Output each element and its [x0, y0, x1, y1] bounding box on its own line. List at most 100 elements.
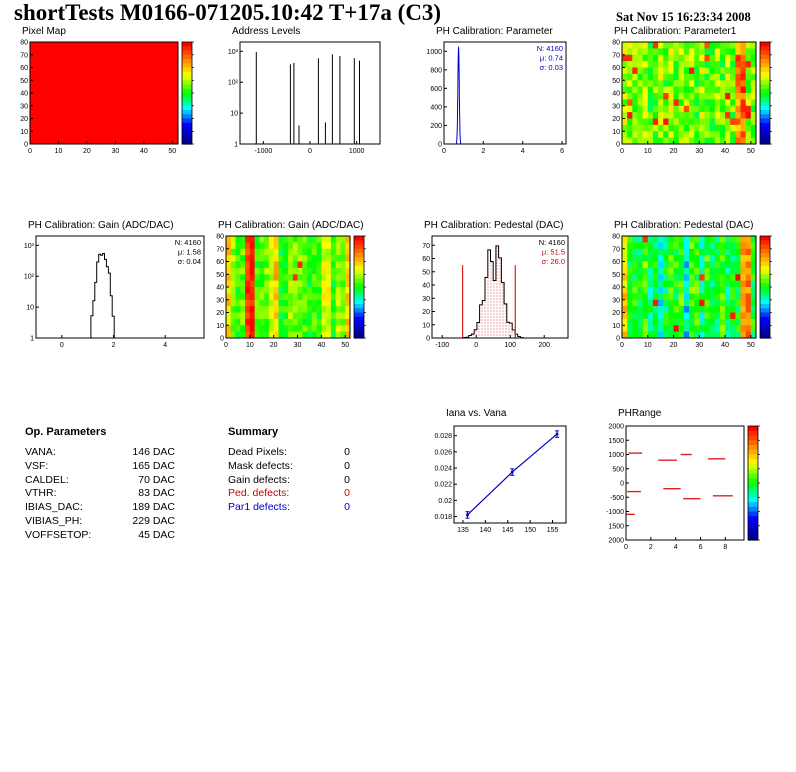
ph-pedestal-map-chart: 0 10 20 30 40 50 0 10 20 30 40 50 60 70 80 — [612, 234, 772, 349]
svg-text:10³: 10³ — [24, 243, 35, 250]
summary-row: Par1 defects: 0 — [228, 501, 350, 515]
panel-ph-gain-hist: PH Calibration: Gain (ADC/DAC) 0 2 4 1 10 10²… — [14, 220, 214, 358]
op-parameter-row: VANA: 146 DAC — [25, 446, 175, 460]
svg-text:400: 400 — [430, 104, 442, 111]
svg-text:30: 30 — [612, 103, 620, 110]
svg-text:1000: 1000 — [349, 148, 365, 155]
param-value: 229 DAC — [132, 514, 175, 527]
svg-text:200: 200 — [430, 123, 442, 130]
svg-text:0: 0 — [426, 336, 430, 343]
svg-text:σ: 0.03: σ: 0.03 — [540, 63, 563, 72]
svg-text:155: 155 — [547, 527, 559, 534]
svg-text:1500: 1500 — [608, 438, 624, 445]
svg-text:70: 70 — [216, 246, 224, 253]
svg-text:0: 0 — [220, 336, 224, 343]
param-label: VSF: — [25, 459, 49, 472]
svg-text:40: 40 — [612, 91, 620, 98]
svg-text:1000: 1000 — [426, 49, 442, 56]
op-parameter-row: IBIAS_DAC: 189 DAC — [25, 501, 175, 515]
svg-text:40: 40 — [612, 285, 620, 292]
svg-text:-500: -500 — [610, 495, 624, 502]
svg-text:0: 0 — [624, 544, 628, 551]
svg-text:40: 40 — [216, 285, 224, 292]
svg-text:50: 50 — [216, 272, 224, 279]
svg-text:μ: 1.58: μ: 1.58 — [178, 248, 201, 257]
svg-text:2: 2 — [112, 342, 116, 349]
svg-text:40: 40 — [317, 342, 325, 349]
svg-text:30: 30 — [216, 297, 224, 304]
svg-text:-1000: -1000 — [254, 148, 272, 155]
svg-text:50: 50 — [612, 272, 620, 279]
param-value: 189 DAC — [132, 501, 175, 514]
chart-title: Address Levels — [232, 26, 301, 37]
svg-text:20: 20 — [670, 342, 678, 349]
summary-label: Gain defects: — [228, 473, 290, 486]
svg-text:1: 1 — [30, 336, 34, 343]
svg-text:20: 20 — [670, 148, 678, 155]
panel-ph-parameter1-map: PH Calibration: Parameter1 0 10 20 30 40 50 0 1… — [610, 26, 794, 164]
svg-text:150: 150 — [524, 527, 536, 534]
svg-text:-100: -100 — [435, 342, 449, 349]
svg-text:145: 145 — [502, 527, 514, 534]
svg-text:0: 0 — [620, 342, 624, 349]
svg-text:10: 10 — [230, 111, 238, 118]
summary-label: Par1 defects: — [228, 501, 290, 514]
svg-text:2000: 2000 — [608, 424, 624, 431]
svg-text:20: 20 — [612, 116, 620, 123]
address-levels-chart: -1000 0 1000 1 10 10² 10³ — [228, 41, 381, 155]
chart-title: PH Calibration: Parameter1 — [614, 26, 737, 37]
svg-text:60: 60 — [612, 259, 620, 266]
svg-text:80: 80 — [216, 234, 224, 241]
panel-address-levels: Address Levels -1000 0 1000 1 10 10² 10³ — [214, 26, 388, 164]
timestamp: Sat Nov 15 16:23:34 2008 — [616, 10, 751, 24]
svg-text:20: 20 — [270, 342, 278, 349]
svg-text:1500: 1500 — [608, 523, 624, 530]
summary-row: Gain defects: 0 — [228, 474, 350, 488]
param-label: IBIAS_DAC: — [25, 501, 83, 514]
svg-text:1000: 1000 — [608, 452, 624, 459]
svg-text:2: 2 — [481, 148, 485, 155]
svg-text:30: 30 — [422, 296, 430, 303]
svg-text:σ: 0.04: σ: 0.04 — [178, 257, 201, 266]
svg-text:2000: 2000 — [608, 538, 624, 545]
op-parameter-row: VSF: 165 DAC — [25, 460, 175, 474]
svg-text:6: 6 — [699, 544, 703, 551]
param-value: 146 DAC — [132, 446, 175, 458]
svg-text:20: 20 — [612, 310, 620, 317]
svg-text:0.024: 0.024 — [434, 466, 452, 473]
svg-text:30: 30 — [695, 342, 703, 349]
svg-text:0.028: 0.028 — [434, 433, 452, 440]
summary-row: Ped. defects: 0 — [228, 487, 350, 501]
svg-text:50: 50 — [422, 269, 430, 276]
iana-vs-vana-chart: 135 140 145 150 155 0.018 0.02 0.022 0.024 0.026 0… — [434, 425, 567, 534]
svg-text:0: 0 — [474, 342, 478, 349]
svg-text:σ: 26.0: σ: 26.0 — [542, 257, 565, 266]
panel-iana-vs-vana: Iana vs. Vana 135 140 145 150 155 0.018 0.02 0.… — [428, 408, 574, 543]
svg-text:μ: 51.5: μ: 51.5 — [542, 248, 565, 257]
chart-title: PH Calibration: Pedestal (DAC) — [424, 220, 564, 231]
panel-ph-parameter: PH Calibration: Parameter 0 2 4 6 0 200 400 600… — [412, 26, 576, 164]
chart-title: Iana vs. Vana — [446, 408, 507, 419]
summary-value: 0 — [344, 487, 350, 500]
chart-title: PHRange — [618, 408, 662, 419]
svg-text:60: 60 — [422, 256, 430, 263]
panel-pixel-map: Pixel Map 0 10 20 30 40 50 0 10 20 30 40 50 60 70 80 — [14, 26, 214, 164]
param-value: 83 DAC — [138, 487, 175, 500]
op-parameters-block: Op. Parameters VANA: 146 DAC VSF: 165 DA… — [25, 426, 175, 543]
summary-value: 0 — [344, 459, 350, 472]
svg-text:4: 4 — [163, 342, 167, 349]
svg-text:10: 10 — [644, 148, 652, 155]
svg-text:80: 80 — [612, 40, 620, 47]
svg-text:50: 50 — [747, 342, 755, 349]
svg-text:10: 10 — [55, 148, 63, 155]
svg-text:30: 30 — [111, 148, 119, 155]
chart-title: PH Calibration: Gain (ADC/DAC) — [218, 220, 364, 231]
svg-text:N: 4160: N: 4160 — [175, 238, 201, 247]
chart-title: PH Calibration: Gain (ADC/DAC) — [28, 220, 174, 231]
svg-text:500: 500 — [612, 466, 624, 473]
pixel-map-chart: 0 10 20 30 40 50 0 10 20 30 40 50 60 70 80 — [20, 40, 194, 155]
svg-text:600: 600 — [430, 86, 442, 93]
svg-text:30: 30 — [294, 342, 302, 349]
svg-text:0: 0 — [24, 142, 28, 149]
